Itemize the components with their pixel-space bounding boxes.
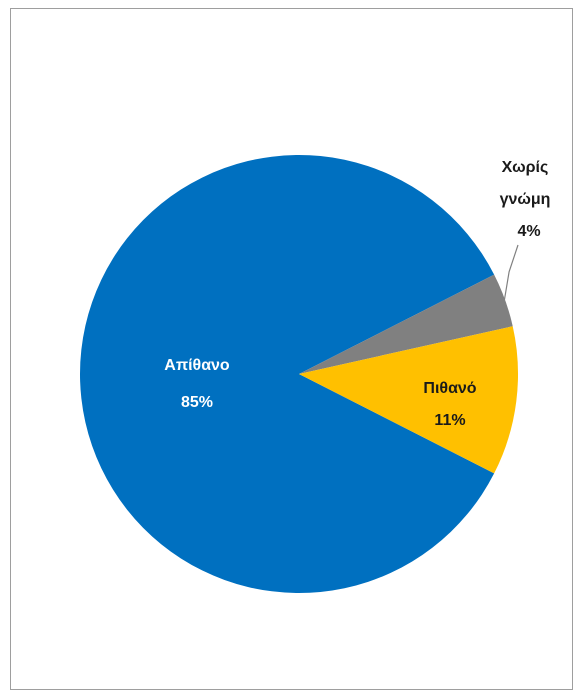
slice-label-noopinion-value: 4% xyxy=(517,223,540,240)
pie-slices xyxy=(79,154,519,593)
slice-label-noopinion-line2: γνώμη xyxy=(500,191,551,208)
slice-label-unlikely-name: Απίθανο xyxy=(164,357,230,374)
leader-lines xyxy=(503,244,519,302)
slice-label-likely-name: Πιθανό xyxy=(423,380,476,397)
pie-data-labels: Απίθανο 85% Πιθανό 11% Χωρίς γνώμη 4% xyxy=(164,159,550,429)
pie-slice-likely xyxy=(299,326,519,474)
slice-label-unlikely-value: 85% xyxy=(181,394,213,411)
leader-line-no-opinion xyxy=(503,244,519,302)
slice-label-likely-value: 11% xyxy=(434,412,465,429)
pie-slice-unlikely xyxy=(79,154,495,593)
pie-slice-no-opinion xyxy=(299,274,513,374)
slice-label-noopinion-line1: Χωρίς xyxy=(502,159,549,176)
